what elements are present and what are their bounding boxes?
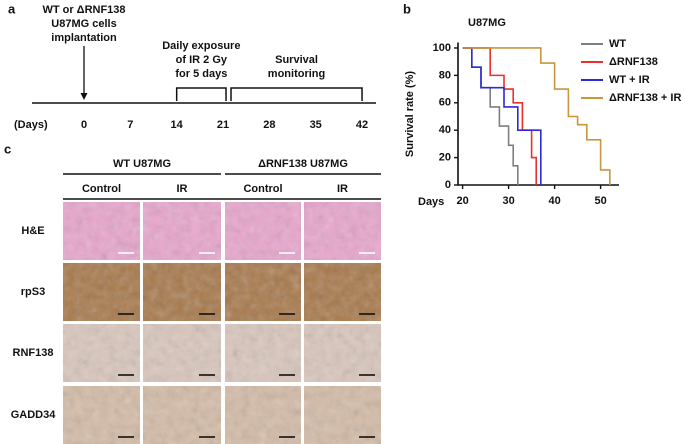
y-axis-label: Survival rate (%) (404, 71, 416, 158)
arrow-head (80, 93, 88, 100)
event-text: implantation (51, 32, 117, 44)
micrograph-texture (225, 202, 301, 260)
micrograph-texture (143, 386, 221, 444)
y-tick-label: 100 (433, 42, 451, 54)
micrograph-texture (225, 263, 301, 321)
y-tick-label: 80 (439, 69, 451, 81)
micrograph-texture (63, 386, 140, 444)
row-label: RNF138 (13, 347, 54, 359)
row-label: GADD34 (11, 409, 57, 421)
row-label: rpS3 (21, 286, 45, 298)
axes (457, 42, 619, 186)
bracket (175, 87, 227, 101)
y-tick-label: 0 (445, 179, 451, 191)
panel-label: c (4, 141, 11, 156)
x-axis-label: Days (418, 196, 444, 208)
y-tick-label: 40 (439, 124, 451, 136)
survival-curve (462, 47, 542, 185)
event-text: U87MG cells (51, 18, 116, 30)
legend-label: ΔRNF138 + IR (609, 92, 681, 104)
legend-label: ΔRNF138 (609, 56, 658, 68)
column-header: Control (243, 183, 282, 195)
column-header: Control (82, 183, 121, 195)
row-label: H&E (21, 225, 44, 237)
column-header: IR (337, 183, 348, 195)
x-tick-label: 20 (456, 195, 468, 207)
day-label: 28 (263, 119, 275, 131)
event-text: WT or ΔRNF138 (42, 4, 125, 16)
group-header: ΔRNF138 U87MG (258, 158, 348, 170)
group-header: WT U87MG (113, 158, 171, 170)
column-header: IR (177, 183, 188, 195)
survival-curve (462, 47, 611, 185)
micrograph-texture (143, 263, 221, 321)
micrograph-texture (304, 324, 381, 382)
legend-label: WT (609, 38, 626, 50)
micrograph-texture (143, 324, 221, 382)
bracket (230, 87, 363, 101)
x-tick-label: 50 (594, 195, 606, 207)
day-label: 21 (217, 119, 229, 131)
chart-title: U87MG (468, 17, 506, 29)
micrograph-texture (304, 386, 381, 444)
survival-curve (462, 47, 537, 185)
micrograph-texture (304, 263, 381, 321)
micrograph-texture (143, 202, 221, 260)
micrograph-texture (225, 386, 301, 444)
micrograph-texture (63, 324, 140, 382)
timeline-axis-label: (Days) (14, 119, 48, 131)
panel-label: a (8, 1, 16, 16)
day-label: 42 (356, 119, 368, 131)
event-text: monitoring (268, 68, 325, 80)
event-text: of IR 2 Gy (176, 54, 228, 66)
micrograph-texture (225, 324, 301, 382)
day-label: 35 (310, 119, 322, 131)
micrograph-texture (63, 263, 140, 321)
day-label: 14 (171, 119, 184, 131)
y-tick-label: 20 (439, 152, 451, 164)
event-text: Survival (275, 54, 318, 66)
legend-label: WT + IR (609, 74, 650, 86)
x-tick-label: 40 (548, 195, 560, 207)
event-text: for 5 days (175, 68, 227, 80)
day-label: 0 (81, 119, 87, 131)
micrograph-texture (304, 202, 381, 260)
event-text: Daily exposure (162, 40, 240, 52)
panel-label: b (403, 1, 411, 16)
x-tick-label: 30 (502, 195, 514, 207)
micrograph-texture (63, 202, 140, 260)
day-label: 7 (127, 119, 133, 131)
y-tick-label: 60 (439, 97, 451, 109)
